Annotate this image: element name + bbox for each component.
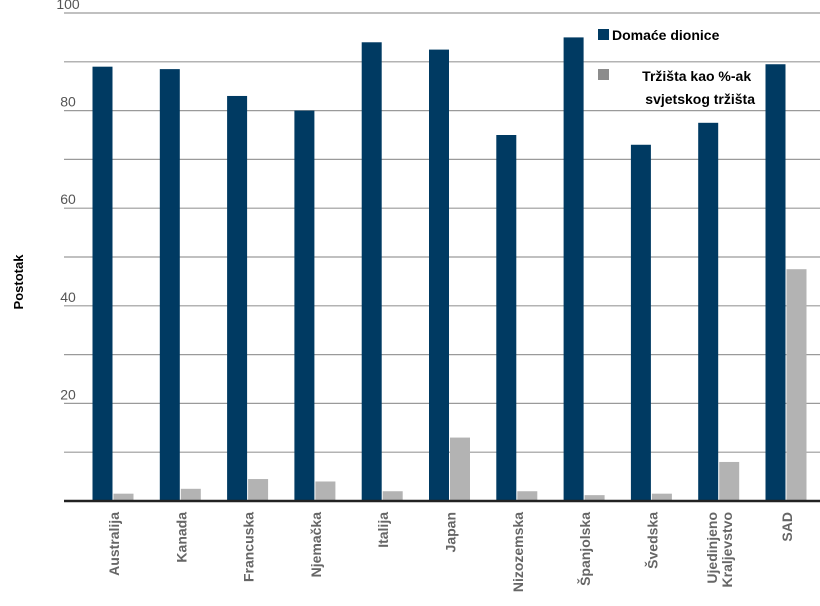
bar-trzista bbox=[315, 481, 336, 501]
category-label-text: Japan bbox=[443, 512, 459, 552]
bar-trzista bbox=[786, 269, 807, 501]
category-label: UjedinjenoKraljevstvo bbox=[704, 512, 735, 587]
bar-domace-dionice bbox=[630, 144, 651, 501]
bar-domace-dionice bbox=[159, 69, 180, 502]
y-axis-label: Postotak bbox=[11, 254, 26, 310]
category-label-text: Kanada bbox=[173, 512, 189, 563]
legend-label-trzista-line-2: svjetskog tržišta bbox=[645, 91, 755, 107]
category-label-text: SAD bbox=[779, 512, 795, 542]
category-label-text: Švedska bbox=[643, 512, 660, 569]
bar-domace-dionice bbox=[92, 66, 113, 502]
bar-domace-dionice bbox=[698, 122, 719, 502]
bar-domace-dionice bbox=[227, 95, 248, 502]
category-label-text: Njemačka bbox=[308, 512, 324, 578]
y-tick-label: 20 bbox=[60, 386, 76, 402]
bar-trzista bbox=[651, 493, 672, 501]
category-label: SAD bbox=[779, 512, 795, 542]
bar-domace-dionice bbox=[294, 110, 315, 501]
legend: Domaće dionice Tržišta kao %-ak svjetsko… bbox=[598, 27, 755, 107]
bar-trzista bbox=[719, 461, 740, 501]
category-label-text: Španjolska bbox=[576, 512, 593, 586]
y-tick-label: 60 bbox=[60, 191, 76, 207]
category-label: Švedska bbox=[643, 512, 660, 569]
legend-label-domace-dionice: Domaće dionice bbox=[612, 27, 720, 43]
bar-domace-dionice bbox=[563, 37, 584, 502]
legend-swatch-domace-dionice bbox=[598, 29, 609, 40]
bar-domace-dionice bbox=[496, 135, 517, 501]
category-label: Francuska bbox=[241, 512, 257, 582]
category-label-line: Španjolska bbox=[576, 512, 593, 586]
bar-trzista bbox=[517, 491, 538, 501]
category-label: Njemačka bbox=[308, 512, 324, 578]
category-label-line: Australija bbox=[106, 512, 122, 576]
bar-trzista bbox=[113, 493, 134, 501]
category-label-line: Kraljevstvo bbox=[719, 512, 735, 587]
bar-domace-dionice bbox=[429, 49, 449, 501]
category-label-text: UjedinjenoKraljevstvo bbox=[704, 512, 735, 587]
y-tick-label: 40 bbox=[60, 289, 76, 305]
category-label-line: SAD bbox=[779, 512, 795, 542]
category-labels: Australija Kanada Francuska Njemačka Italija… bbox=[106, 512, 795, 592]
bar-trzista bbox=[248, 479, 269, 501]
category-label-line: Njemačka bbox=[308, 512, 324, 578]
category-label: Japan bbox=[443, 512, 459, 552]
legend-label-trzista: Tržišta kao %-ak svjetskog tržišta bbox=[642, 68, 755, 107]
bar-trzista bbox=[180, 488, 201, 501]
bar-domace-dionice bbox=[765, 64, 786, 502]
category-label-line: Japan bbox=[443, 512, 459, 552]
legend-label-trzista-line-1: Tržišta kao %-ak bbox=[642, 68, 751, 84]
bar-trzista bbox=[382, 491, 403, 501]
category-label: Nizozemska bbox=[510, 512, 526, 592]
category-label-text: Italija bbox=[375, 512, 391, 548]
category-label-line: Švedska bbox=[643, 512, 660, 569]
category-label-text: Francuska bbox=[241, 512, 257, 582]
bar-trzista bbox=[584, 495, 605, 501]
bar-trzista bbox=[450, 437, 470, 501]
y-tick-label: 100 bbox=[56, 0, 80, 12]
y-tick-labels: 20 40 60 80 100 bbox=[56, 0, 80, 402]
category-label-line: Francuska bbox=[241, 512, 257, 582]
category-label: Italija bbox=[375, 512, 391, 548]
bars bbox=[92, 37, 807, 502]
category-label-text: Australija bbox=[106, 512, 122, 576]
category-label: Španjolska bbox=[576, 512, 593, 586]
category-label-line: Ujedinjeno bbox=[704, 512, 720, 584]
category-label: Australija bbox=[106, 512, 122, 576]
bar-domace-dionice bbox=[361, 42, 382, 501]
category-label-line: Nizozemska bbox=[510, 512, 526, 592]
y-tick-label: 80 bbox=[60, 94, 76, 110]
legend-swatch-trzista bbox=[598, 69, 609, 80]
category-label-line: Italija bbox=[375, 512, 391, 548]
category-label-text: Nizozemska bbox=[510, 512, 526, 592]
category-label: Kanada bbox=[173, 512, 189, 563]
category-label-line: Kanada bbox=[173, 512, 189, 563]
